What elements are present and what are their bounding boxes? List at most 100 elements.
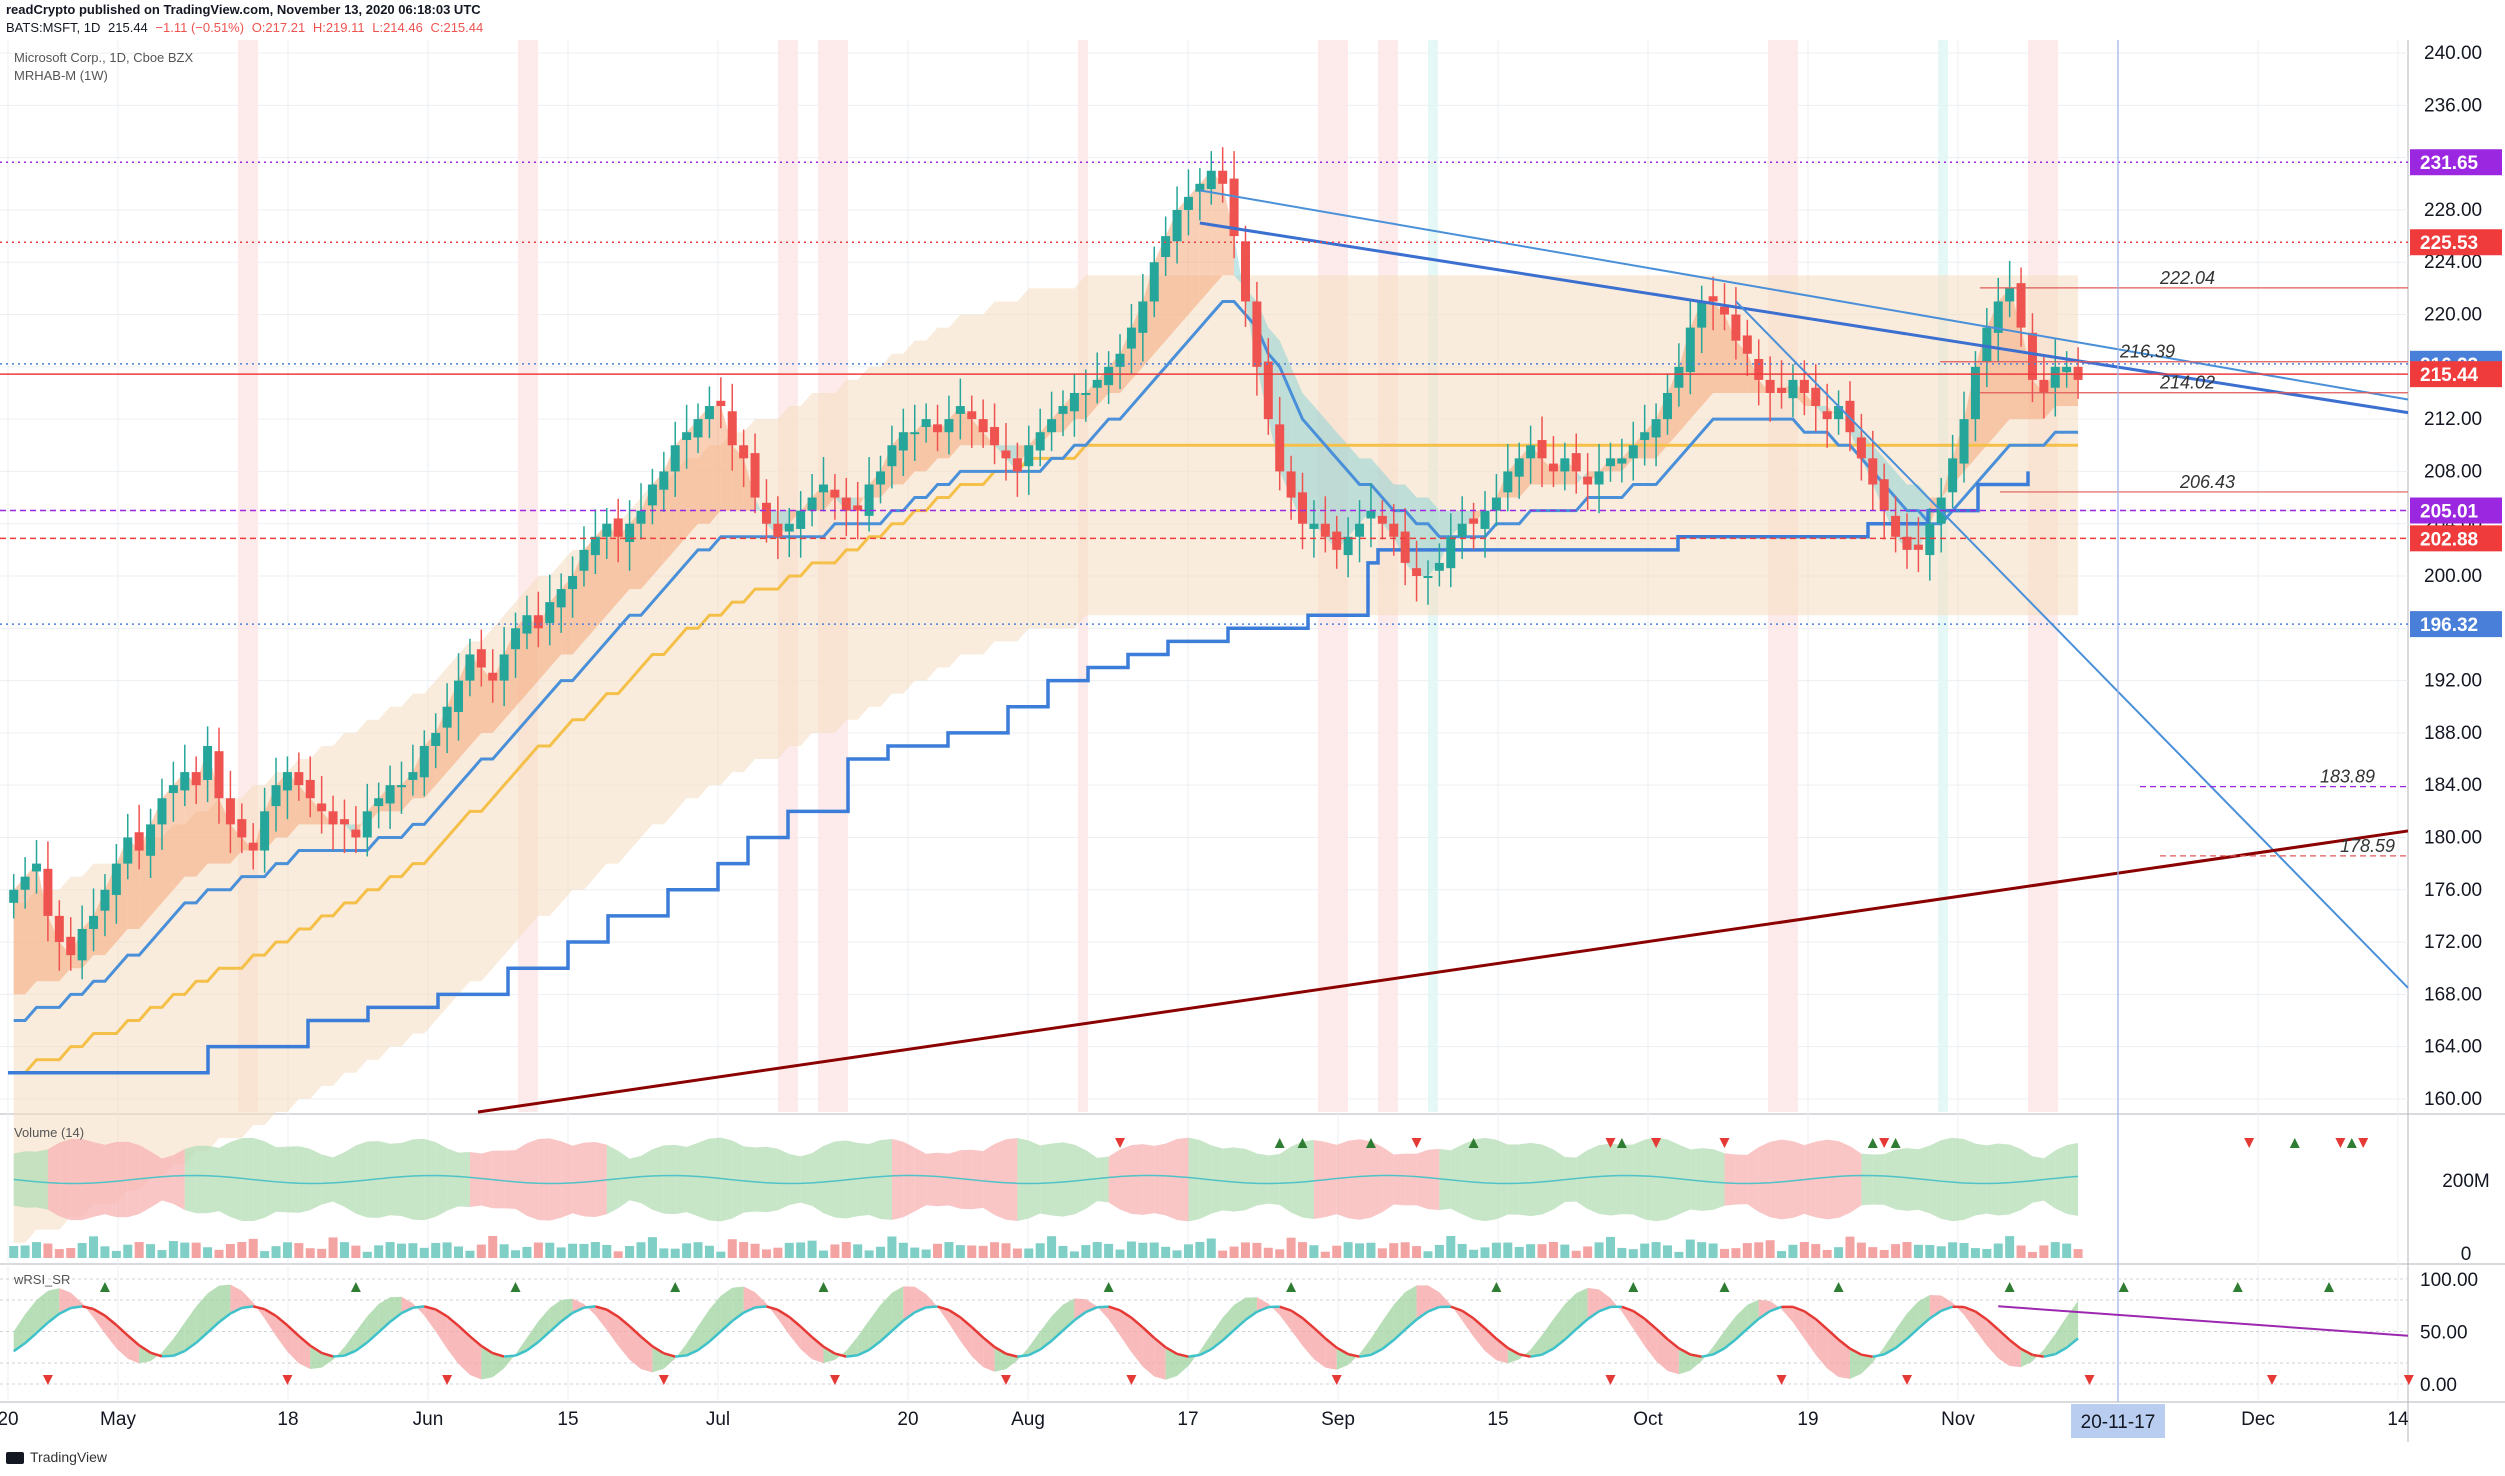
volume-bar	[2073, 1249, 2083, 1258]
rsi-signal-line	[1221, 1329, 1235, 1342]
candle-body	[1503, 471, 1513, 493]
volume-cloud	[219, 1141, 231, 1218]
volume-bar	[1332, 1245, 1342, 1258]
volume-cloud	[321, 1154, 334, 1205]
candle-body	[442, 706, 452, 728]
price-level-tag-label: 225.53	[2420, 233, 2478, 254]
volume-cloud	[1895, 1148, 1907, 1211]
rsi-signal-line	[1586, 1310, 1600, 1321]
rsi-cloud	[253, 1302, 265, 1319]
trend-cloud	[1804, 392, 1816, 407]
rsi-cloud	[914, 1286, 927, 1313]
volume-bar	[784, 1242, 794, 1258]
price-level-tag: 202.88	[2410, 525, 2502, 552]
footer-brand-label: TradingView	[30, 1449, 108, 1465]
volume-signal-triangle	[2346, 1138, 2357, 1148]
y-tick-label: 168.00	[2424, 984, 2482, 1005]
rsi-cloud	[1507, 1347, 1520, 1364]
rsi-signal-line	[1256, 1305, 1269, 1313]
volume-cloud	[1028, 1140, 1041, 1219]
rsi-cloud	[641, 1336, 653, 1373]
rsi-signal-line	[526, 1340, 540, 1352]
volume-cloud	[1941, 1137, 1953, 1222]
rsi-cloud	[1165, 1347, 1178, 1380]
rsi-signal-line	[1028, 1348, 1041, 1357]
rsi-cloud	[70, 1292, 83, 1309]
volume-cloud	[1211, 1145, 1223, 1214]
volume-bar	[328, 1237, 338, 1258]
rsi-signal-line	[1392, 1328, 1407, 1341]
footer-brand[interactable]: TradingView	[6, 1449, 107, 1465]
volume-bar	[1434, 1244, 1444, 1258]
volume-cloud	[412, 1138, 425, 1221]
candle-body	[1343, 536, 1353, 556]
volume-bar	[1891, 1244, 1901, 1258]
rsi-buy-arrow	[1286, 1282, 1297, 1292]
candle-body	[533, 615, 543, 629]
volume-cloud	[755, 1146, 767, 1213]
candle-body	[1948, 458, 1958, 493]
rsi-signal-line	[35, 1321, 49, 1334]
volume-cloud	[880, 1139, 892, 1220]
trend-cloud	[13, 876, 26, 995]
rsi-signal-line	[1894, 1337, 1908, 1349]
rsi-cloud	[960, 1317, 972, 1357]
candle-body	[602, 523, 612, 537]
volume-cloud	[1690, 1148, 1702, 1211]
volume-bar	[545, 1242, 555, 1258]
rsi-cloud	[161, 1338, 174, 1357]
candle-body	[1366, 510, 1376, 519]
rsi-signal-line	[1141, 1326, 1156, 1339]
rsi-cloud	[629, 1326, 641, 1370]
rsi-cloud	[1097, 1306, 1109, 1320]
volume-bar	[351, 1245, 361, 1258]
volume-bar	[1936, 1246, 1946, 1258]
volume-cloud	[25, 1151, 37, 1208]
volume-bar	[978, 1245, 988, 1258]
y-tick-label: 240.00	[2424, 43, 2482, 64]
rsi-sell-arrow	[42, 1375, 53, 1385]
volume-bar	[1412, 1246, 1422, 1258]
candle-body	[1628, 445, 1638, 459]
volume-bar	[636, 1242, 646, 1258]
price-level-tag: 215.44	[2410, 361, 2502, 388]
volume-cloud	[1986, 1143, 1999, 1216]
candle-body	[1548, 463, 1558, 472]
volume-bar	[248, 1238, 258, 1258]
volume-bar	[396, 1243, 406, 1258]
rsi-pane-title: wRSI_SR	[14, 1272, 71, 1287]
rsi-cloud	[846, 1336, 858, 1357]
rsi-buy-arrow	[2004, 1282, 2015, 1292]
volume-cloud	[675, 1144, 687, 1215]
volume-cloud	[230, 1138, 242, 1221]
rsi-signal-line	[1837, 1338, 1851, 1350]
candle-body	[146, 824, 156, 856]
volume-signal-triangle	[1605, 1138, 1616, 1148]
volume-cloud	[116, 1141, 128, 1218]
candle-body	[898, 432, 908, 451]
volume-bar	[1662, 1245, 1672, 1258]
candle-body	[1902, 536, 1912, 550]
volume-bar	[260, 1251, 270, 1258]
candle-body	[2073, 366, 2083, 380]
rsi-signal-line	[1370, 1347, 1383, 1356]
volume-signal-triangle	[1115, 1138, 1126, 1148]
candle-body	[1355, 523, 1365, 537]
candle-body	[545, 602, 555, 624]
volume-bar	[2039, 1245, 2049, 1258]
rsi-cloud	[1177, 1353, 1189, 1376]
rsi-signal-line	[24, 1332, 38, 1345]
candle-body	[2005, 288, 2015, 302]
volume-cloud	[1188, 1137, 1200, 1222]
volume-cloud	[1496, 1139, 1508, 1220]
candle-body	[271, 785, 281, 807]
rsi-signal-line	[822, 1345, 836, 1355]
rsi-signal-line	[423, 1305, 437, 1311]
volume-cloud	[914, 1147, 927, 1212]
annotated-level-label: 216.39	[2119, 342, 2175, 362]
rsi-cloud	[903, 1286, 915, 1321]
volume-bar	[2062, 1243, 2072, 1258]
candle-body	[2016, 283, 2026, 328]
trend-cloud	[47, 915, 60, 982]
